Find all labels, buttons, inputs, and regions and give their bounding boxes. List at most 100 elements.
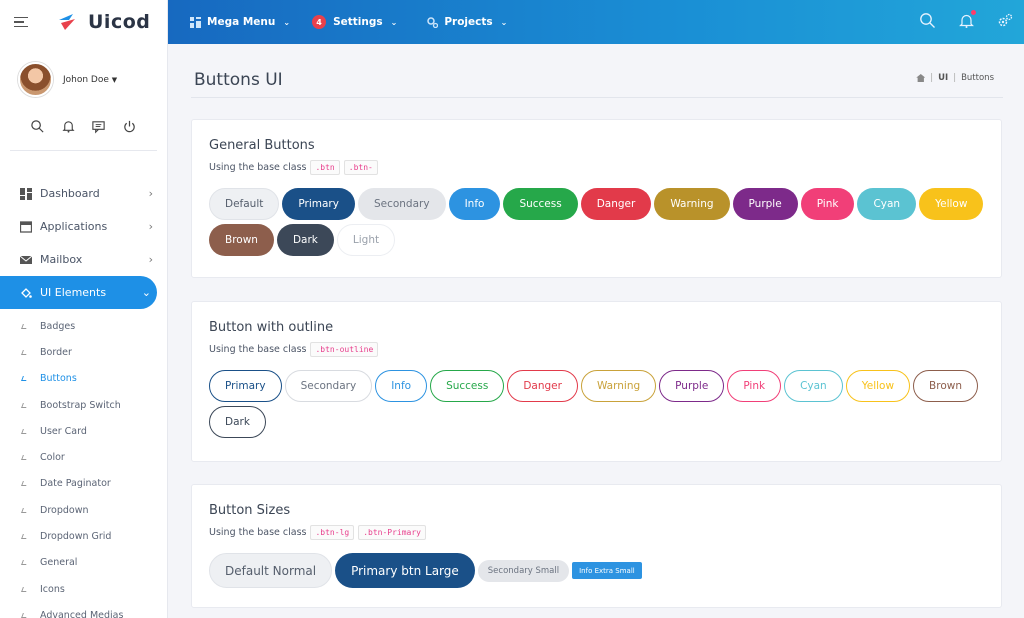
brand-name[interactable]: Uicod <box>88 11 151 33</box>
search-icon[interactable] <box>30 119 45 138</box>
gears-icon <box>427 16 439 28</box>
sidebar-subitem-bootstrap-switch[interactable]: Bootstrap Switch <box>0 392 167 418</box>
bullet-icon <box>21 507 28 513</box>
window-icon <box>20 220 32 233</box>
brown-button[interactable]: Brown <box>209 224 274 256</box>
bell-icon[interactable] <box>61 119 76 138</box>
success-button[interactable]: Success <box>503 188 578 220</box>
dark-outline-button[interactable]: Dark <box>209 406 266 438</box>
cyan-button[interactable]: Cyan <box>857 188 917 220</box>
home-icon[interactable] <box>916 74 926 82</box>
projects-menu-toggle[interactable]: Projects ⌄ <box>427 16 507 28</box>
sidebar-item-mailbox[interactable]: Mailbox › <box>0 243 167 276</box>
primary-btn-large-button[interactable]: Primary btn Large <box>335 553 475 588</box>
settings-menu-toggle[interactable]: 4 Settings ⌄ <box>312 15 397 29</box>
breadcrumb-buttons: Buttons <box>961 73 994 83</box>
chevron-down-icon: ⌄ <box>283 17 291 27</box>
light-button[interactable]: Light <box>336 224 396 256</box>
menu-toggle-icon[interactable] <box>14 16 30 28</box>
code-btn: .btn <box>310 160 340 175</box>
secondary-outline-button[interactable]: Secondary <box>284 370 373 402</box>
sidebar-subitem-date-paginator[interactable]: Date Paginator <box>0 471 167 497</box>
purple-outline-button[interactable]: Purple <box>659 370 725 402</box>
secondary-small-button[interactable]: Secondary Small <box>477 559 570 582</box>
top-header: Mega Menu ⌄ 4 Settings ⌄ Projects ⌄ <box>168 0 1024 44</box>
bullet-icon <box>21 534 28 540</box>
sidebar-subitem-label: General <box>40 557 78 569</box>
chat-icon[interactable] <box>91 119 106 138</box>
warning-outline-button[interactable]: Warning <box>580 370 657 402</box>
sidebar-subitem-label: Icons <box>40 583 65 595</box>
dark-button[interactable]: Dark <box>276 224 334 256</box>
size-button-row: Default Normal Primary btn Large Secondary… <box>209 553 989 588</box>
info-button[interactable]: Info <box>448 188 501 220</box>
chevron-down-icon: ⌄ <box>500 17 508 27</box>
sidebar-item-label: Applications <box>40 220 108 233</box>
bullet-icon <box>21 402 28 408</box>
sidebar-subitem-advanced-medias[interactable]: Advanced Medias <box>0 602 167 618</box>
card-title: General Buttons <box>209 138 315 153</box>
description-text: Using the base class <box>209 527 307 538</box>
general-button-row: Default Primary Secondary Info Success Danger… <box>209 188 989 256</box>
sidebar: Uicod Johon Doe ▼ Dashboard › Applicatio… <box>0 0 168 618</box>
button-sizes-card: Button Sizes Using the base class .btn-l… <box>191 484 1002 608</box>
mega-menu-toggle[interactable]: Mega Menu ⌄ <box>190 16 290 28</box>
breadcrumb-ui[interactable]: UI <box>938 73 949 83</box>
danger-button[interactable]: Danger <box>580 188 652 220</box>
primary-outline-button[interactable]: Primary <box>209 370 282 402</box>
info-outline-button[interactable]: Info <box>375 370 428 402</box>
cyan-outline-button[interactable]: Cyan <box>784 370 843 402</box>
paint-bucket-icon <box>21 287 32 298</box>
outline-buttons-card: Button with outline Using the base class… <box>191 301 1002 462</box>
card-title: Button Sizes <box>209 503 291 518</box>
sidebar-subitem-icons[interactable]: Icons <box>0 576 167 602</box>
settings-gear-icon[interactable] <box>997 12 1014 33</box>
sidebar-subitem-label: Border <box>40 346 72 358</box>
sidebar-subitem-color[interactable]: Color <box>0 444 167 470</box>
description-text: Using the base class <box>209 344 307 355</box>
sidebar-subitem-dropdown-grid[interactable]: Dropdown Grid <box>0 523 167 549</box>
power-icon[interactable] <box>122 119 137 138</box>
user-quick-actions <box>10 97 157 151</box>
avatar[interactable] <box>18 62 53 97</box>
sidebar-subitem-border[interactable]: Border <box>0 339 167 365</box>
pink-button[interactable]: Pink <box>800 188 855 220</box>
description-text: Using the base class <box>209 162 307 173</box>
sidebar-subitem-badges[interactable]: Badges <box>0 313 167 339</box>
search-icon[interactable] <box>919 12 936 33</box>
notification-dot <box>971 9 976 15</box>
bullet-icon <box>21 481 28 487</box>
primary-button[interactable]: Primary <box>282 188 355 220</box>
info-extra-small-button[interactable]: Info Extra Small <box>572 562 642 579</box>
user-menu-toggle[interactable]: Johon Doe ▼ <box>63 75 117 85</box>
secondary-button[interactable]: Secondary <box>357 188 446 220</box>
warning-button[interactable]: Warning <box>654 188 730 220</box>
code-btn-primary: .btn-Primary <box>358 525 426 540</box>
chevron-right-icon: › <box>148 220 153 233</box>
yellow-button[interactable]: Yellow <box>919 188 984 220</box>
success-outline-button[interactable]: Success <box>430 370 505 402</box>
notifications-button[interactable] <box>958 9 976 33</box>
sidebar-subitem-label: Dropdown Grid <box>40 531 112 543</box>
mail-icon <box>20 255 32 264</box>
sidebar-item-applications[interactable]: Applications › <box>0 210 167 243</box>
sidebar-item-dashboard[interactable]: Dashboard › <box>0 177 167 210</box>
settings-label: Settings <box>333 16 383 28</box>
sidebar-subitem-general[interactable]: General <box>0 550 167 576</box>
sidebar-submenu: Badges Border Buttons Bootstrap Switch User … <box>0 309 167 618</box>
sidebar-subitem-dropdown[interactable]: Dropdown <box>0 497 167 523</box>
sidebar-subitem-buttons[interactable]: Buttons <box>0 366 167 392</box>
settings-count-badge: 4 <box>312 15 327 29</box>
purple-button[interactable]: Purple <box>732 188 798 220</box>
danger-outline-button[interactable]: Danger <box>507 370 578 402</box>
default-button[interactable]: Default <box>209 188 280 220</box>
yellow-outline-button[interactable]: Yellow <box>845 370 911 402</box>
chevron-down-icon: ⌄ <box>141 286 151 299</box>
chevron-right-icon: › <box>148 187 153 200</box>
pink-outline-button[interactable]: Pink <box>727 370 782 402</box>
sidebar-item-ui-elements[interactable]: UI Elements ⌄ <box>0 276 157 309</box>
default-normal-button[interactable]: Default Normal <box>209 553 333 588</box>
sidebar-subitem-user-card[interactable]: User Card <box>0 418 167 444</box>
brown-outline-button[interactable]: Brown <box>913 370 979 402</box>
bullet-icon <box>21 586 28 592</box>
